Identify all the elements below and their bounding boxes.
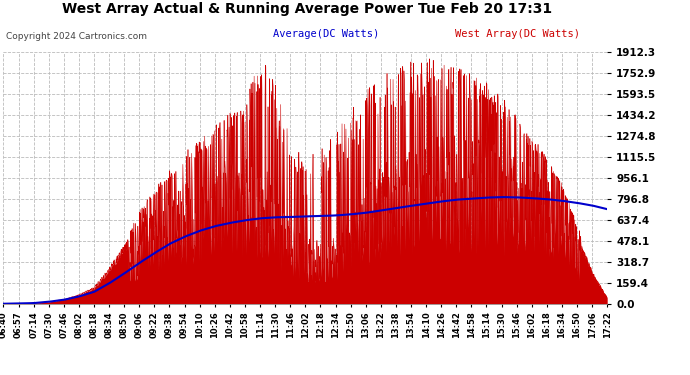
Text: West Array(DC Watts): West Array(DC Watts) bbox=[455, 29, 580, 39]
Text: Average(DC Watts): Average(DC Watts) bbox=[273, 29, 379, 39]
Text: West Array Actual & Running Average Power Tue Feb 20 17:31: West Array Actual & Running Average Powe… bbox=[62, 2, 552, 16]
Text: Copyright 2024 Cartronics.com: Copyright 2024 Cartronics.com bbox=[6, 32, 146, 41]
